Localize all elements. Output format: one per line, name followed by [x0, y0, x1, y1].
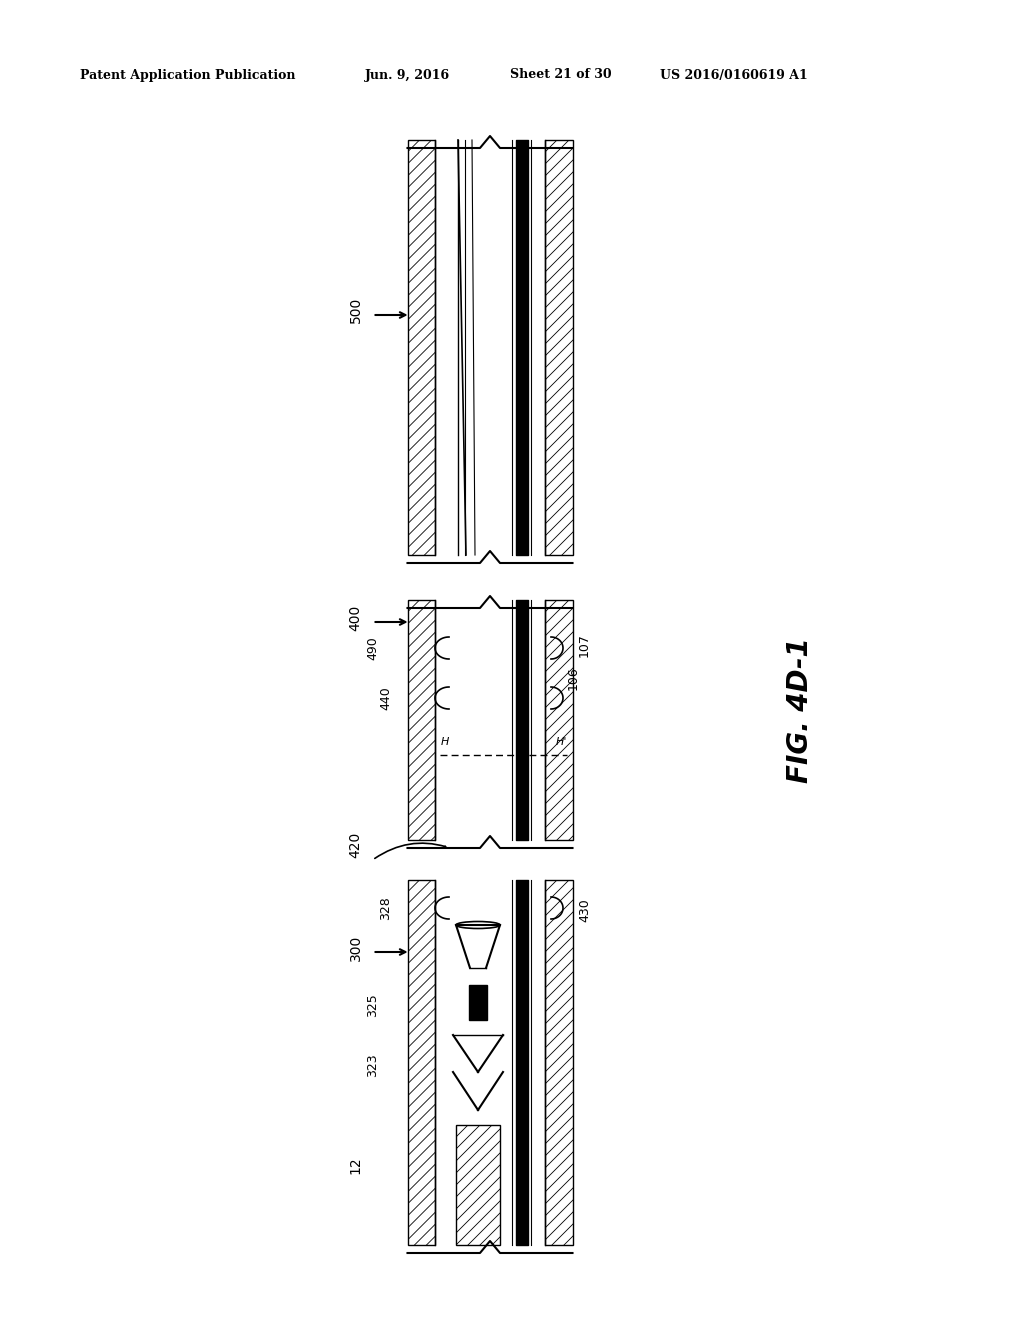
Bar [545, 880, 572, 1245]
Text: 490: 490 [366, 636, 379, 660]
Text: 400: 400 [348, 605, 362, 631]
Text: 328: 328 [379, 896, 392, 920]
Text: Patent Application Publication: Patent Application Publication [80, 69, 296, 82]
Text: H: H [440, 737, 450, 747]
Text: US 2016/0160619 A1: US 2016/0160619 A1 [660, 69, 808, 82]
Bar [408, 140, 435, 554]
Text: 106: 106 [567, 667, 580, 690]
Text: 440: 440 [379, 686, 392, 710]
Text: 323: 323 [366, 1053, 379, 1077]
Text: 430: 430 [578, 898, 591, 921]
Bar [469, 985, 487, 1020]
Bar [408, 880, 435, 1245]
Bar [545, 601, 572, 840]
Bar [408, 601, 435, 840]
Text: 325: 325 [366, 993, 379, 1016]
Text: 12: 12 [348, 1156, 362, 1173]
Bar [456, 1125, 500, 1245]
Text: 107: 107 [578, 634, 591, 657]
Text: FIG. 4D-1: FIG. 4D-1 [786, 638, 814, 783]
Text: 420: 420 [348, 832, 362, 858]
FancyArrowPatch shape [375, 843, 445, 858]
Text: 300: 300 [348, 935, 362, 961]
Text: 500: 500 [348, 297, 362, 323]
Text: Sheet 21 of 30: Sheet 21 of 30 [510, 69, 611, 82]
Text: H': H' [555, 737, 566, 747]
Text: Jun. 9, 2016: Jun. 9, 2016 [365, 69, 451, 82]
Bar [545, 140, 572, 554]
